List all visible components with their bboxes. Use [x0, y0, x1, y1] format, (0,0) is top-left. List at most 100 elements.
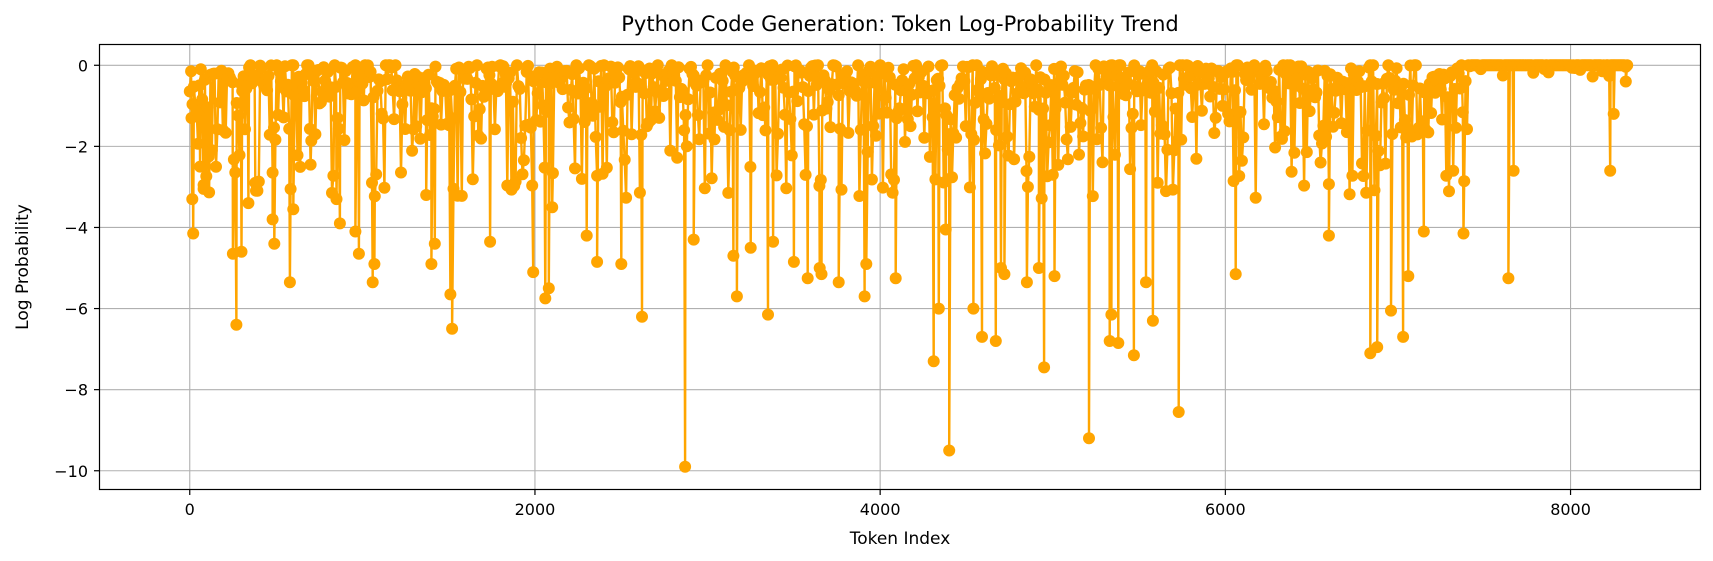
data-point: [1186, 111, 1199, 123]
y-tick-label: −8: [64, 381, 88, 400]
data-point: [1158, 128, 1171, 141]
data-point: [378, 181, 391, 194]
data-point: [976, 330, 988, 343]
data-point: [420, 189, 433, 201]
data-point: [569, 162, 581, 175]
data-point: [870, 129, 882, 142]
data-point: [185, 65, 198, 78]
data-point: [766, 59, 779, 72]
data-point: [832, 276, 845, 289]
data-point: [1237, 131, 1250, 144]
data-point: [700, 69, 713, 82]
data-point: [1146, 314, 1159, 327]
data-point: [1298, 179, 1311, 192]
data-point: [1371, 341, 1384, 354]
data-point: [248, 69, 261, 82]
data-point: [511, 59, 523, 72]
data-point: [946, 171, 958, 184]
data-point: [304, 158, 317, 171]
data-point: [513, 82, 526, 95]
data-point: [262, 69, 275, 82]
data-point: [1409, 59, 1422, 72]
data-point: [1245, 83, 1258, 96]
data-point: [1140, 276, 1152, 289]
data-point: [1114, 59, 1127, 72]
data-point: [291, 149, 304, 162]
data-point: [1209, 111, 1222, 124]
data-point: [1223, 115, 1236, 128]
data-point: [1001, 130, 1014, 143]
data-point: [251, 184, 264, 197]
data-point: [425, 258, 438, 270]
data-point: [1020, 165, 1033, 177]
data-point: [298, 90, 311, 103]
data-point: [1368, 184, 1381, 197]
data-point: [1046, 168, 1059, 181]
data-point: [410, 120, 423, 133]
data-point: [882, 61, 895, 74]
data-point: [723, 124, 736, 137]
data-point: [858, 290, 871, 303]
data-point: [1020, 276, 1033, 289]
data-point: [1169, 102, 1182, 115]
data-point: [1260, 64, 1273, 77]
data-point: [1457, 227, 1470, 240]
data-point: [893, 102, 906, 115]
data-point: [419, 82, 432, 95]
data-point: [968, 133, 980, 146]
data-point: [446, 322, 459, 335]
data-point: [607, 126, 620, 139]
data-point: [864, 60, 877, 73]
data-point: [244, 59, 257, 72]
data-point: [1155, 119, 1168, 132]
y-tick-label: 0: [78, 56, 88, 75]
data-point: [671, 151, 684, 164]
data-point: [927, 355, 940, 368]
data-point: [1604, 164, 1617, 177]
data-point: [1278, 125, 1291, 138]
data-point: [992, 139, 1005, 152]
data-point: [242, 197, 255, 210]
data-point: [357, 94, 370, 107]
data-point: [1067, 81, 1080, 94]
data-point: [1032, 262, 1045, 274]
data-point: [269, 133, 282, 146]
data-point: [230, 318, 243, 331]
data-point: [377, 112, 390, 125]
data-point: [1607, 107, 1620, 120]
data-point: [730, 290, 743, 303]
data-point: [1390, 62, 1403, 75]
data-point: [1441, 91, 1454, 104]
data-series: [183, 59, 1634, 473]
data-point: [332, 122, 345, 135]
data-point: [801, 120, 813, 133]
data-point: [1048, 270, 1061, 283]
data-point: [802, 85, 815, 97]
data-point: [230, 97, 243, 109]
data-point: [428, 237, 441, 250]
axis-ticks: 0 2000 4000 6000 8000 0 −2 −4 −6 −8 −10: [54, 56, 1591, 519]
data-point: [615, 258, 628, 270]
data-point: [194, 63, 207, 76]
data-point: [349, 225, 362, 238]
x-tick-label: 2000: [515, 500, 556, 519]
data-point: [593, 100, 606, 113]
data-point: [653, 111, 666, 124]
data-point: [1172, 86, 1185, 99]
data-point: [1322, 229, 1335, 242]
data-point: [268, 237, 281, 250]
data-point: [283, 276, 296, 289]
data-point: [294, 160, 307, 173]
data-point: [979, 147, 992, 160]
data-point: [186, 193, 199, 206]
data-point: [680, 140, 693, 153]
data-point: [1055, 60, 1067, 73]
data-point: [1030, 59, 1043, 72]
data-point: [366, 276, 379, 289]
data-point: [727, 249, 740, 262]
x-tick-label: 0: [185, 500, 195, 519]
data-point: [541, 105, 554, 118]
data-point: [635, 128, 648, 141]
data-point: [636, 310, 648, 323]
data-point: [704, 86, 717, 99]
